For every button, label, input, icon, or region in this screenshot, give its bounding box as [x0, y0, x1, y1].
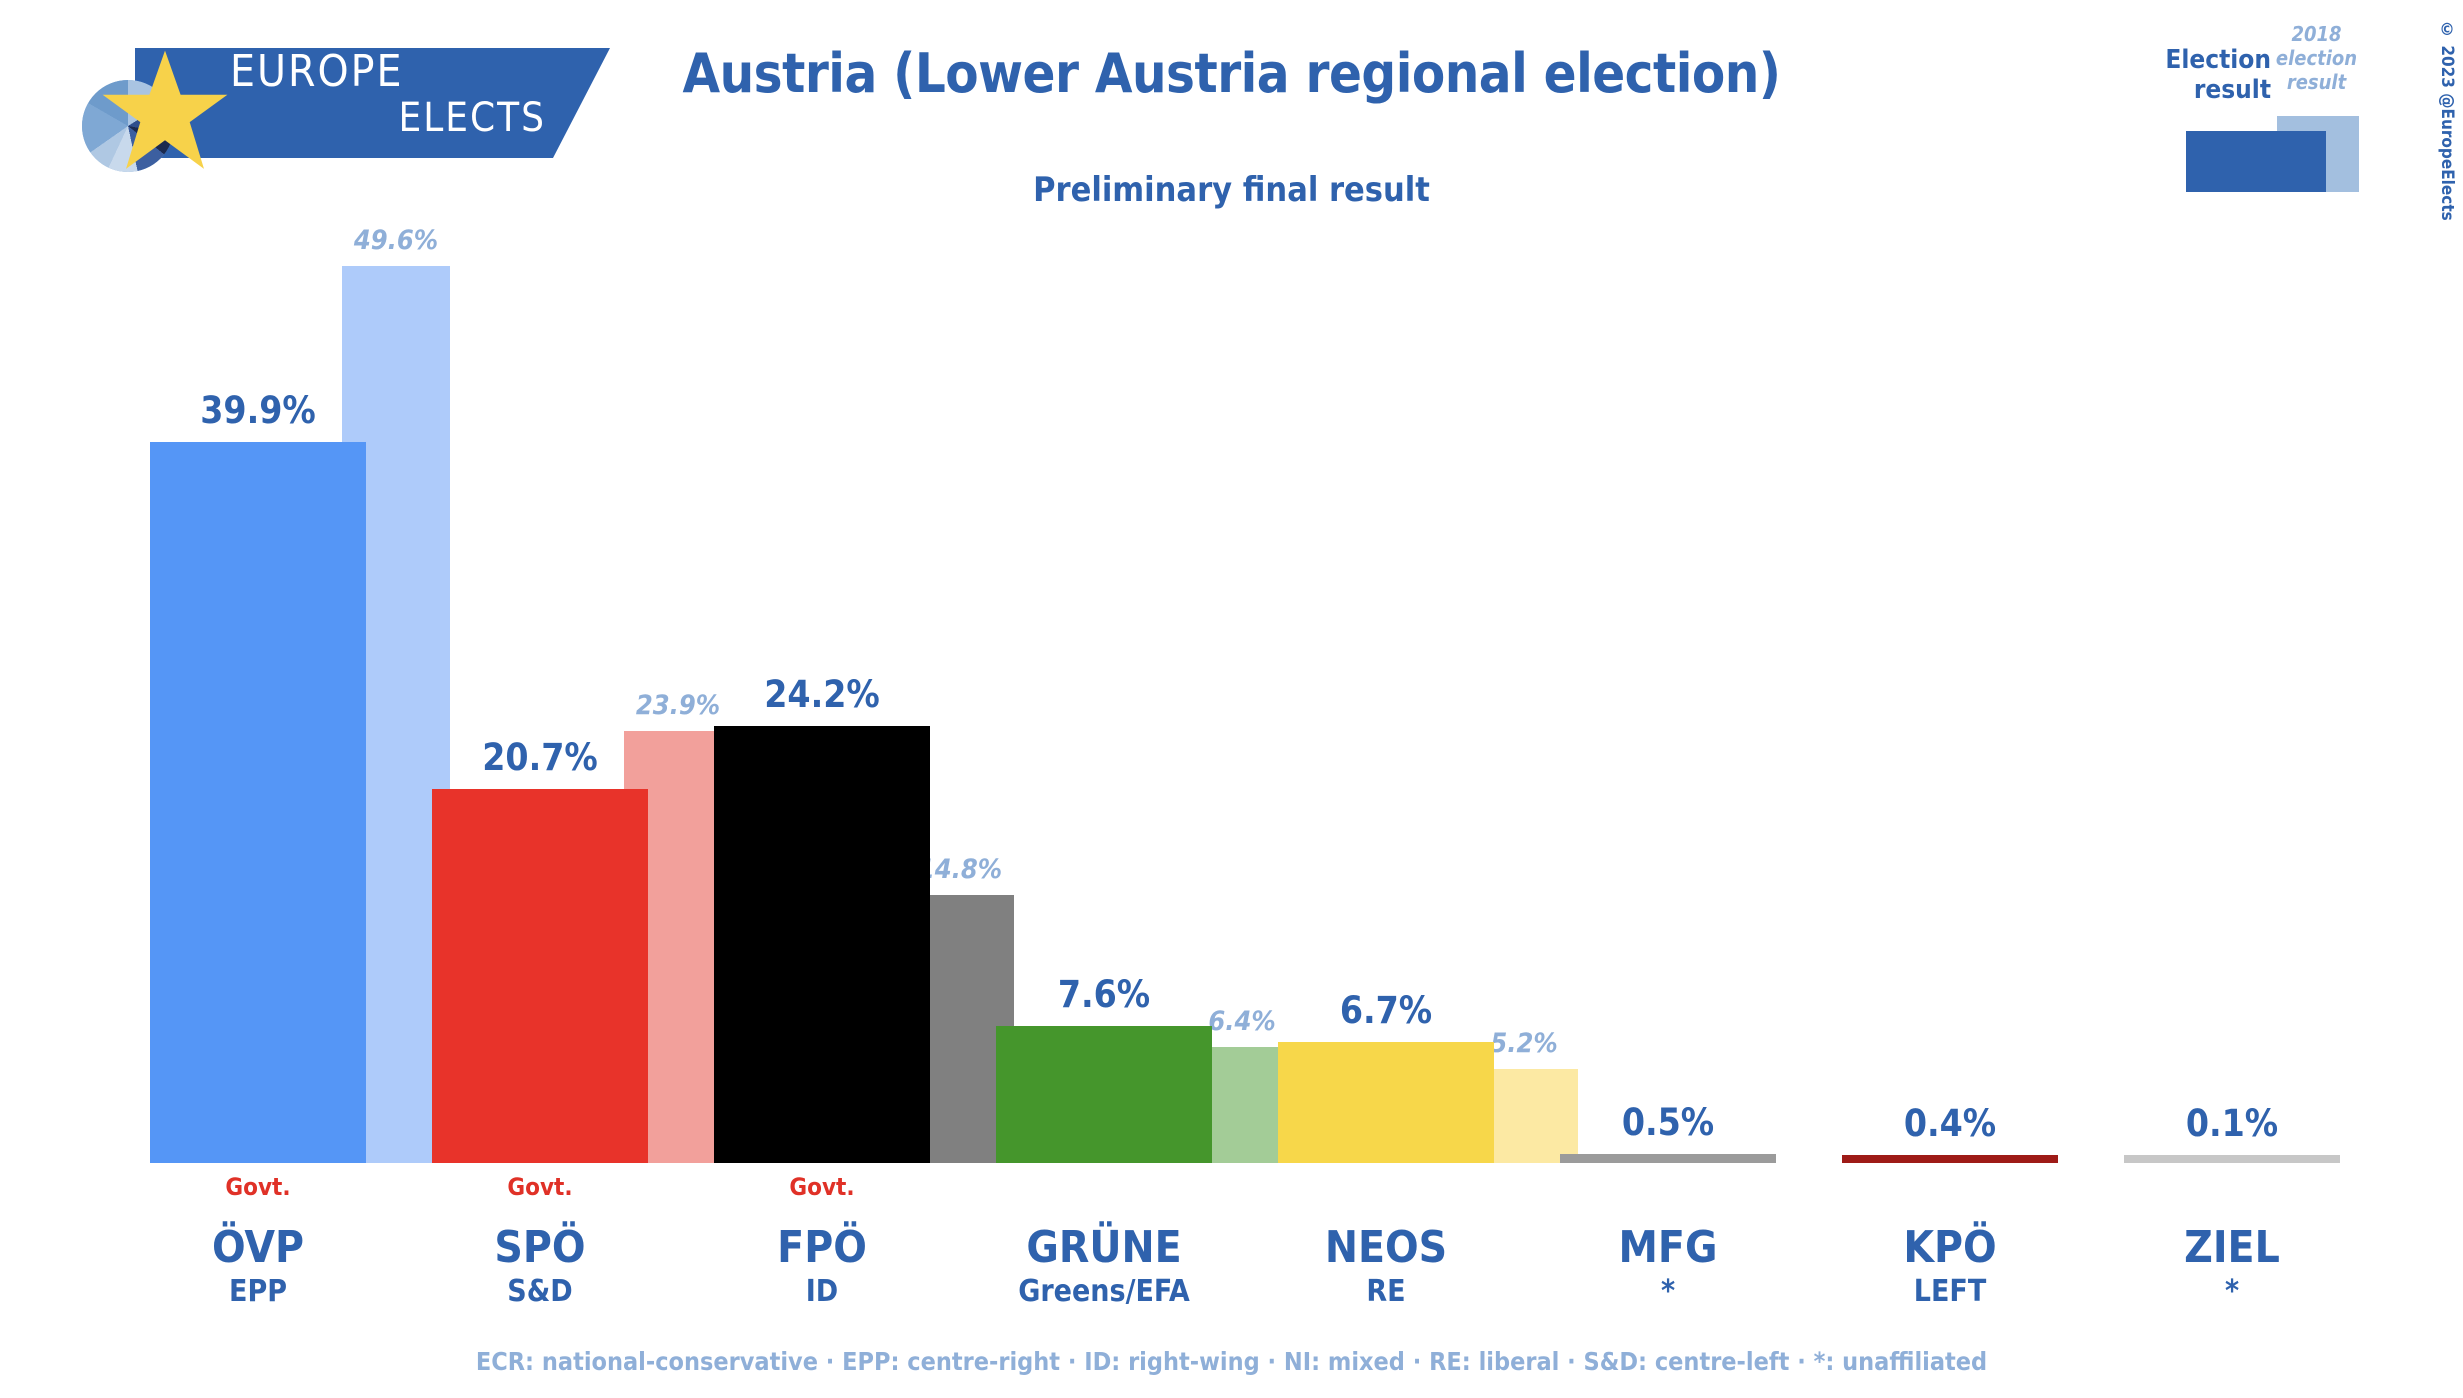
bar-current-label: 7.6% [1057, 972, 1151, 1016]
bar-current-label: 39.9% [200, 388, 316, 432]
bar-current-label: 0.5% [1621, 1100, 1715, 1144]
party-ep-group: * [2224, 1273, 2240, 1309]
page-subtitle: Preliminary final result [1033, 170, 1430, 210]
party-label-ziel: ZIEL * [2124, 1224, 2340, 1308]
bar-previous-label: 23.9% [635, 689, 721, 721]
party-name: FPÖ [777, 1222, 867, 1274]
party-name: MFG [1618, 1222, 1718, 1274]
bar-group: 0.1% [2124, 223, 2424, 1163]
footnote: ECR: national-conservative · EPP: centre… [475, 1347, 1988, 1376]
bar-group: 49.6% 39.9% Govt. [150, 223, 450, 1201]
bar-current-label: 24.2% [764, 672, 880, 716]
bar-previous-label: 6.4% [1208, 1006, 1276, 1038]
copyright-notice: © 2023 @EuropeElects [2437, 20, 2457, 221]
party-label-grüne: GRÜNE Greens/EFA [996, 1224, 1212, 1308]
govt-badge: Govt. [789, 1173, 855, 1201]
party-name: GRÜNE [1026, 1222, 1182, 1274]
party-label-spö: SPÖ S&D [432, 1224, 648, 1308]
bar-current-label: 0.4% [1903, 1102, 1997, 1145]
party-label-fpö: FPÖ ID [714, 1224, 930, 1308]
bar-current-result [432, 788, 648, 1163]
govt-badge: Govt. [507, 1173, 573, 1201]
bar-current-result [1560, 1153, 1776, 1163]
govt-badge: Govt. [225, 1173, 291, 1201]
party-label-mfg: MFG * [1560, 1224, 1776, 1308]
party-ep-group: S&D [507, 1273, 573, 1309]
party-label-neos: NEOS RE [1278, 1224, 1494, 1308]
party-name: NEOS [1324, 1222, 1448, 1274]
legend-current-label: Election result [2165, 45, 2271, 105]
bar-group: 6.4% 7.6% [996, 223, 1296, 1163]
bar-current-result [1842, 1155, 2058, 1163]
bar-group: 23.9% 20.7% Govt. [432, 223, 732, 1201]
bar-group: 0.5% [1560, 223, 1860, 1163]
logo-wordmark: EUROPE ELECTS [230, 46, 560, 141]
bar-current-label: 0.1% [2185, 1102, 2279, 1145]
party-name: SPÖ [494, 1222, 586, 1274]
star-icon [102, 50, 228, 169]
bar-previous-label: 49.6% [353, 225, 439, 257]
party-name: ÖVP [211, 1222, 305, 1274]
bar-current-result [714, 725, 930, 1163]
bar-current-label: 6.7% [1339, 988, 1433, 1032]
bar-current-result [150, 441, 366, 1163]
logo-line-2: ELECTS [398, 95, 546, 141]
logo-line-1: EUROPE [230, 46, 404, 97]
europe-elects-logo: EUROPE ELECTS [40, 30, 610, 172]
party-name: KPÖ [1903, 1222, 1997, 1274]
bar-current-result [996, 1025, 1212, 1163]
party-ep-group: Greens/EFA [1018, 1273, 1190, 1309]
bar-current-result [1278, 1041, 1494, 1163]
party-ep-group: RE [1366, 1273, 1406, 1309]
bar-current-label: 20.7% [482, 735, 598, 779]
party-ep-group: * [1660, 1273, 1676, 1309]
bar-previous-label: 5.2% [1490, 1028, 1558, 1059]
party-ep-group: ID [805, 1273, 839, 1309]
legend-current-swatch [2186, 131, 2326, 192]
page-title: Austria (Lower Austria regional election… [682, 42, 1781, 105]
legend: Election result 2018 election result [2141, 8, 2411, 228]
party-label-övp: ÖVP EPP [150, 1224, 366, 1308]
bar-group: 0.4% [1842, 223, 2142, 1163]
bar-group: 5.2% 6.7% [1278, 223, 1578, 1163]
party-label-kpö: KPÖ LEFT [1842, 1224, 2058, 1308]
party-ep-group: LEFT [1913, 1273, 1987, 1309]
party-ep-group: EPP [229, 1273, 287, 1309]
bar-group: 14.8% 24.2% Govt. [714, 223, 1014, 1201]
party-name: ZIEL [2184, 1222, 2280, 1274]
bar-current-result [2124, 1155, 2340, 1163]
bar-previous-label: 14.8% [917, 854, 1003, 886]
legend-previous-label: 2018 election result [2275, 22, 2358, 94]
